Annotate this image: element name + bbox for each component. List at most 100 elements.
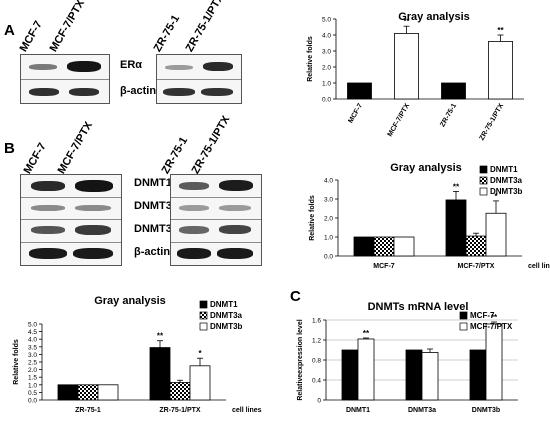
legend-label: DNMT3b: [490, 187, 523, 196]
significance-label: **: [491, 313, 498, 322]
legend-label: DNMT3a: [210, 311, 243, 320]
y-tick-label: 2.0: [322, 65, 331, 72]
y-tick-label: 1.0: [324, 235, 333, 242]
y-axis-label: Relative folds: [307, 36, 314, 82]
significance-label: **: [363, 329, 370, 338]
blot-membrane: [20, 54, 110, 104]
y-tick-label: 1.5: [28, 375, 37, 382]
y-tick-label: 4.0: [28, 337, 37, 344]
row-label: β-actin: [134, 246, 171, 258]
x-tick-label: MCF-7: [373, 263, 394, 270]
legend-label: DNMT3a: [490, 176, 523, 185]
bar: [189, 365, 211, 401]
legend-swatch: [459, 311, 468, 320]
legend-label: DNMT1: [490, 165, 518, 174]
legend-swatch: [459, 322, 468, 331]
bar: [77, 384, 99, 401]
chart-title: Gray analysis: [398, 11, 470, 23]
significance-label: **: [453, 182, 460, 191]
y-tick-label: 0.0: [324, 254, 333, 261]
legend-swatch: [479, 176, 488, 185]
x-tick-label: MCF-7/PTX: [387, 102, 412, 138]
x-tick-label: DNMT3a: [408, 407, 436, 414]
y-tick-label: 0: [317, 398, 321, 405]
y-tick-label: 1.2: [312, 338, 321, 345]
bar: [393, 236, 415, 257]
y-tick-label: 1.0: [28, 382, 37, 389]
bar: [421, 352, 439, 401]
legend-label: MCF-7: [470, 311, 495, 320]
chart-title: Gray analysis: [94, 295, 166, 307]
y-tick-label: 5.0: [322, 17, 331, 24]
y-tick-label: 3.0: [322, 49, 331, 56]
legend-swatch: [479, 165, 488, 174]
x-axis-label: cell lines: [232, 407, 262, 414]
bar: [97, 384, 119, 401]
legend-swatch: [199, 311, 208, 320]
significance-label: **: [157, 332, 164, 341]
bar: [394, 33, 419, 100]
y-tick-label: 0.8: [312, 358, 321, 365]
bar: [441, 82, 466, 100]
y-axis-label: Relativeexpression level: [297, 319, 304, 400]
panel-letter-c: C: [290, 288, 301, 305]
bar: [149, 347, 171, 401]
x-tick-label: MCF-7/PTX: [458, 263, 495, 270]
row-label: β-actin: [120, 85, 157, 97]
x-tick-label: ZR-75-1: [75, 407, 101, 414]
x-tick-label: ZR-75-1/PTX: [479, 102, 506, 141]
bar: [469, 349, 487, 401]
chart-title: DNMTs mRNA level: [368, 301, 469, 313]
y-tick-label: 3.5: [28, 344, 37, 351]
y-tick-label: 2.0: [324, 216, 333, 223]
bar: [485, 212, 507, 257]
row-label: DNMT1: [134, 177, 172, 189]
y-tick-label: 4.0: [324, 178, 333, 185]
bar: [347, 82, 372, 100]
legend-swatch: [199, 300, 208, 309]
y-tick-label: 5.0: [28, 322, 37, 329]
legend-swatch: [479, 187, 488, 196]
bar: [405, 349, 423, 401]
blot-membrane: [20, 174, 122, 266]
x-tick-label: ZR-75-1/PTX: [159, 407, 201, 414]
x-tick-label: ZR-75-1: [439, 102, 458, 128]
x-tick-label: DNMT1: [346, 407, 370, 414]
y-tick-label: 3.0: [324, 197, 333, 204]
panel-letter-b: B: [4, 140, 15, 157]
bar: [485, 323, 503, 401]
y-axis-label: Relative folds: [309, 195, 316, 241]
bar: [169, 382, 191, 401]
row-label: DNMT3b: [134, 223, 179, 235]
bar: [488, 41, 513, 100]
y-tick-label: 0.5: [28, 390, 37, 397]
bar: [353, 236, 375, 257]
y-tick-label: 2.5: [28, 360, 37, 367]
bar: [357, 338, 375, 401]
x-axis-label: cell lines: [528, 263, 550, 270]
y-tick-label: 1.6: [312, 318, 321, 325]
y-tick-label: 0.0: [322, 97, 331, 104]
y-tick-label: 3.0: [28, 352, 37, 359]
blot-membrane: [170, 174, 262, 266]
x-tick-label: DNMT3b: [472, 407, 500, 414]
significance-label: *: [198, 349, 202, 358]
significance-label: **: [403, 17, 410, 26]
panel-letter-a: A: [4, 22, 15, 39]
y-axis-label: Relative folds: [13, 339, 20, 385]
legend-label: DNMT1: [210, 300, 238, 309]
legend-label: MCF-7/PTX: [470, 322, 513, 331]
x-tick-label: MCF-7: [347, 102, 364, 124]
legend-label: DNMT3b: [210, 322, 243, 331]
y-tick-label: 0.0: [28, 398, 37, 405]
significance-label: **: [497, 26, 504, 35]
y-tick-label: 2.0: [28, 367, 37, 374]
chart-title: Gray analysis: [390, 162, 462, 174]
blot-membrane: [156, 54, 242, 104]
row-label: ERα: [120, 59, 143, 71]
y-tick-label: 4.0: [322, 33, 331, 40]
y-tick-label: 1.0: [322, 81, 331, 88]
bar: [341, 349, 359, 401]
y-tick-label: 4.5: [28, 329, 37, 336]
bar: [445, 199, 467, 257]
